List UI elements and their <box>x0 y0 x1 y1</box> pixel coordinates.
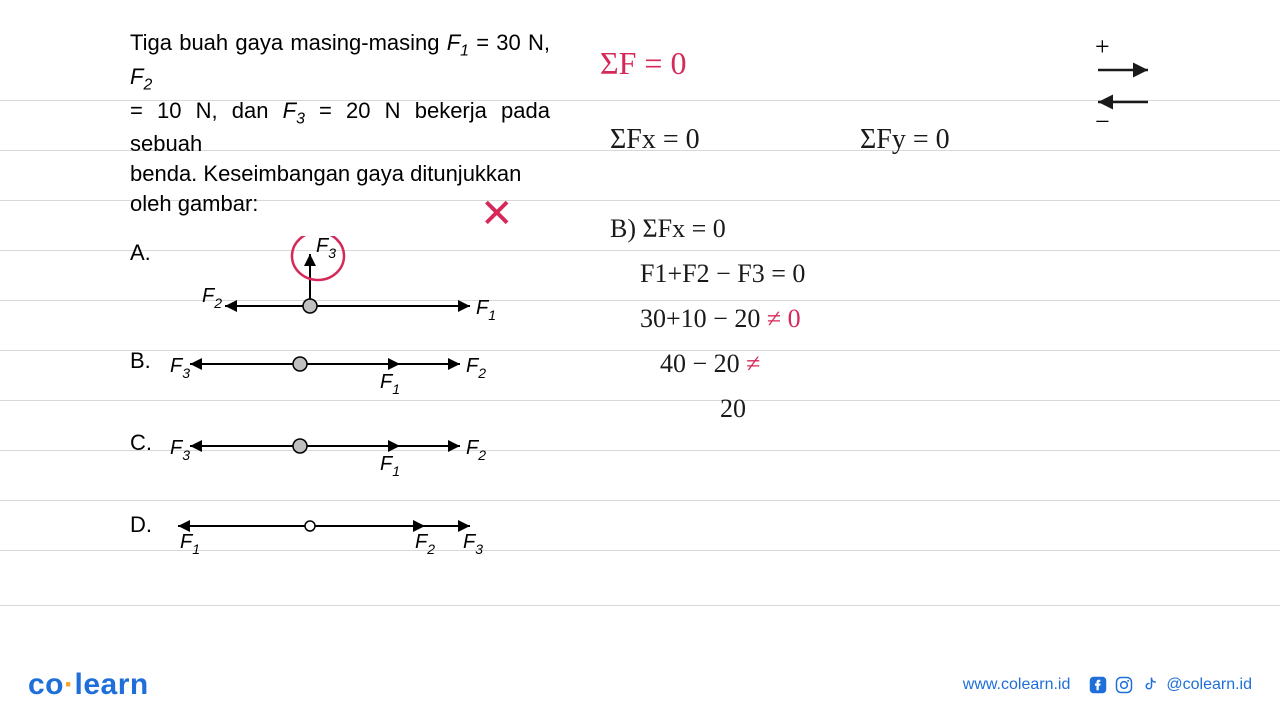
sum-fy-eq: ΣFy = 0 <box>860 120 950 161</box>
problem-column: Tiga buah gaya masing-masing F1 = 30 N, … <box>130 28 550 572</box>
neq-icon: ≠ 0 <box>767 304 801 333</box>
work-b-head: B) ΣFx = 0 <box>610 210 726 248</box>
txt: Tiga buah gaya masing-masing <box>130 30 447 55</box>
svg-text:F2: F2 <box>466 437 486 463</box>
svg-text:−: − <box>1095 107 1110 136</box>
sum-fx-eq: ΣFx = 0 <box>610 120 700 161</box>
work-b-eq2: 30+10 − 20 ≠ 0 <box>640 300 801 338</box>
option-b: B. F3 F1 F2 <box>130 344 550 408</box>
facebook-icon <box>1088 675 1108 695</box>
social-block: @colearn.id <box>1088 675 1252 695</box>
option-a-label: A. <box>130 240 151 266</box>
svg-text:F2: F2 <box>466 355 486 381</box>
logo: co·learn <box>28 668 149 702</box>
txt: 30+10 − 20 <box>640 304 767 333</box>
var-F3-sub: 3 <box>296 110 305 127</box>
svg-text:F1: F1 <box>476 297 496 323</box>
txt: = 10 N, dan <box>130 98 283 123</box>
var-F1-sub: 1 <box>460 42 469 59</box>
txt: = 30 N, <box>469 30 550 55</box>
problem-line1: Tiga buah gaya masing-masing F1 = 30 N, … <box>130 28 550 96</box>
svg-text:F1: F1 <box>180 531 200 557</box>
instagram-icon <box>1114 675 1134 695</box>
var-F2: F <box>130 64 143 89</box>
logo-part-a: co <box>28 668 64 701</box>
svg-text:F3: F3 <box>170 437 190 463</box>
footer-url: www.colearn.id <box>963 676 1071 694</box>
logo-dot: · <box>64 668 75 701</box>
work-b-eq3: 40 − 20 ≠ <box>660 345 760 383</box>
option-d-diagram: F1 F2 F3 <box>170 508 510 558</box>
svg-text:F1: F1 <box>380 453 400 476</box>
option-d-label: D. <box>130 512 152 538</box>
txt: 40 − 20 <box>660 349 746 378</box>
option-b-diagram: F3 F1 F2 <box>170 344 510 394</box>
option-c-diagram: F3 F1 F2 <box>170 426 510 476</box>
footer: co·learn www.colearn.id @colearn.id <box>28 668 1252 702</box>
social-handle: @colearn.id <box>1166 676 1252 694</box>
option-b-label: B. <box>130 348 151 374</box>
svg-text:F3: F3 <box>463 531 483 557</box>
x-mark-icon: ✕ <box>480 190 514 237</box>
option-c: C. F3 F1 F2 <box>130 426 550 490</box>
var-F3: F <box>283 98 296 123</box>
var-F2-sub: 2 <box>143 76 152 93</box>
var-F1: F <box>447 30 460 55</box>
option-a: A. F3 F2 F1 <box>130 236 550 326</box>
svg-text:F3: F3 <box>170 355 190 381</box>
svg-text:F2: F2 <box>202 285 222 311</box>
neq-icon: ≠ <box>746 349 760 378</box>
logo-part-b: learn <box>75 668 149 701</box>
work-b-eq1: F1+F2 − F3 = 0 <box>640 255 805 293</box>
svg-text:F3: F3 <box>316 236 336 261</box>
svg-text:F1: F1 <box>380 371 400 394</box>
footer-right: www.colearn.id @colearn.id <box>963 675 1252 695</box>
problem-line2: = 10 N, dan F3 = 20 N bekerja pada sebua… <box>130 96 550 159</box>
sign-convention-icon: + − <box>1070 30 1170 140</box>
option-a-diagram: F3 F2 F1 <box>170 236 510 336</box>
option-d: D. F1 F2 F3 <box>130 508 550 572</box>
sum-f-eq: ΣF = 0 <box>600 40 686 86</box>
work-b-eq4: 20 <box>720 390 746 428</box>
option-c-label: C. <box>130 430 152 456</box>
tiktok-icon <box>1140 675 1160 695</box>
svg-text:F2: F2 <box>415 531 435 557</box>
problem-line3: benda. Keseimbangan gaya ditunjukkan <box>130 159 550 189</box>
svg-text:+: + <box>1095 32 1110 61</box>
